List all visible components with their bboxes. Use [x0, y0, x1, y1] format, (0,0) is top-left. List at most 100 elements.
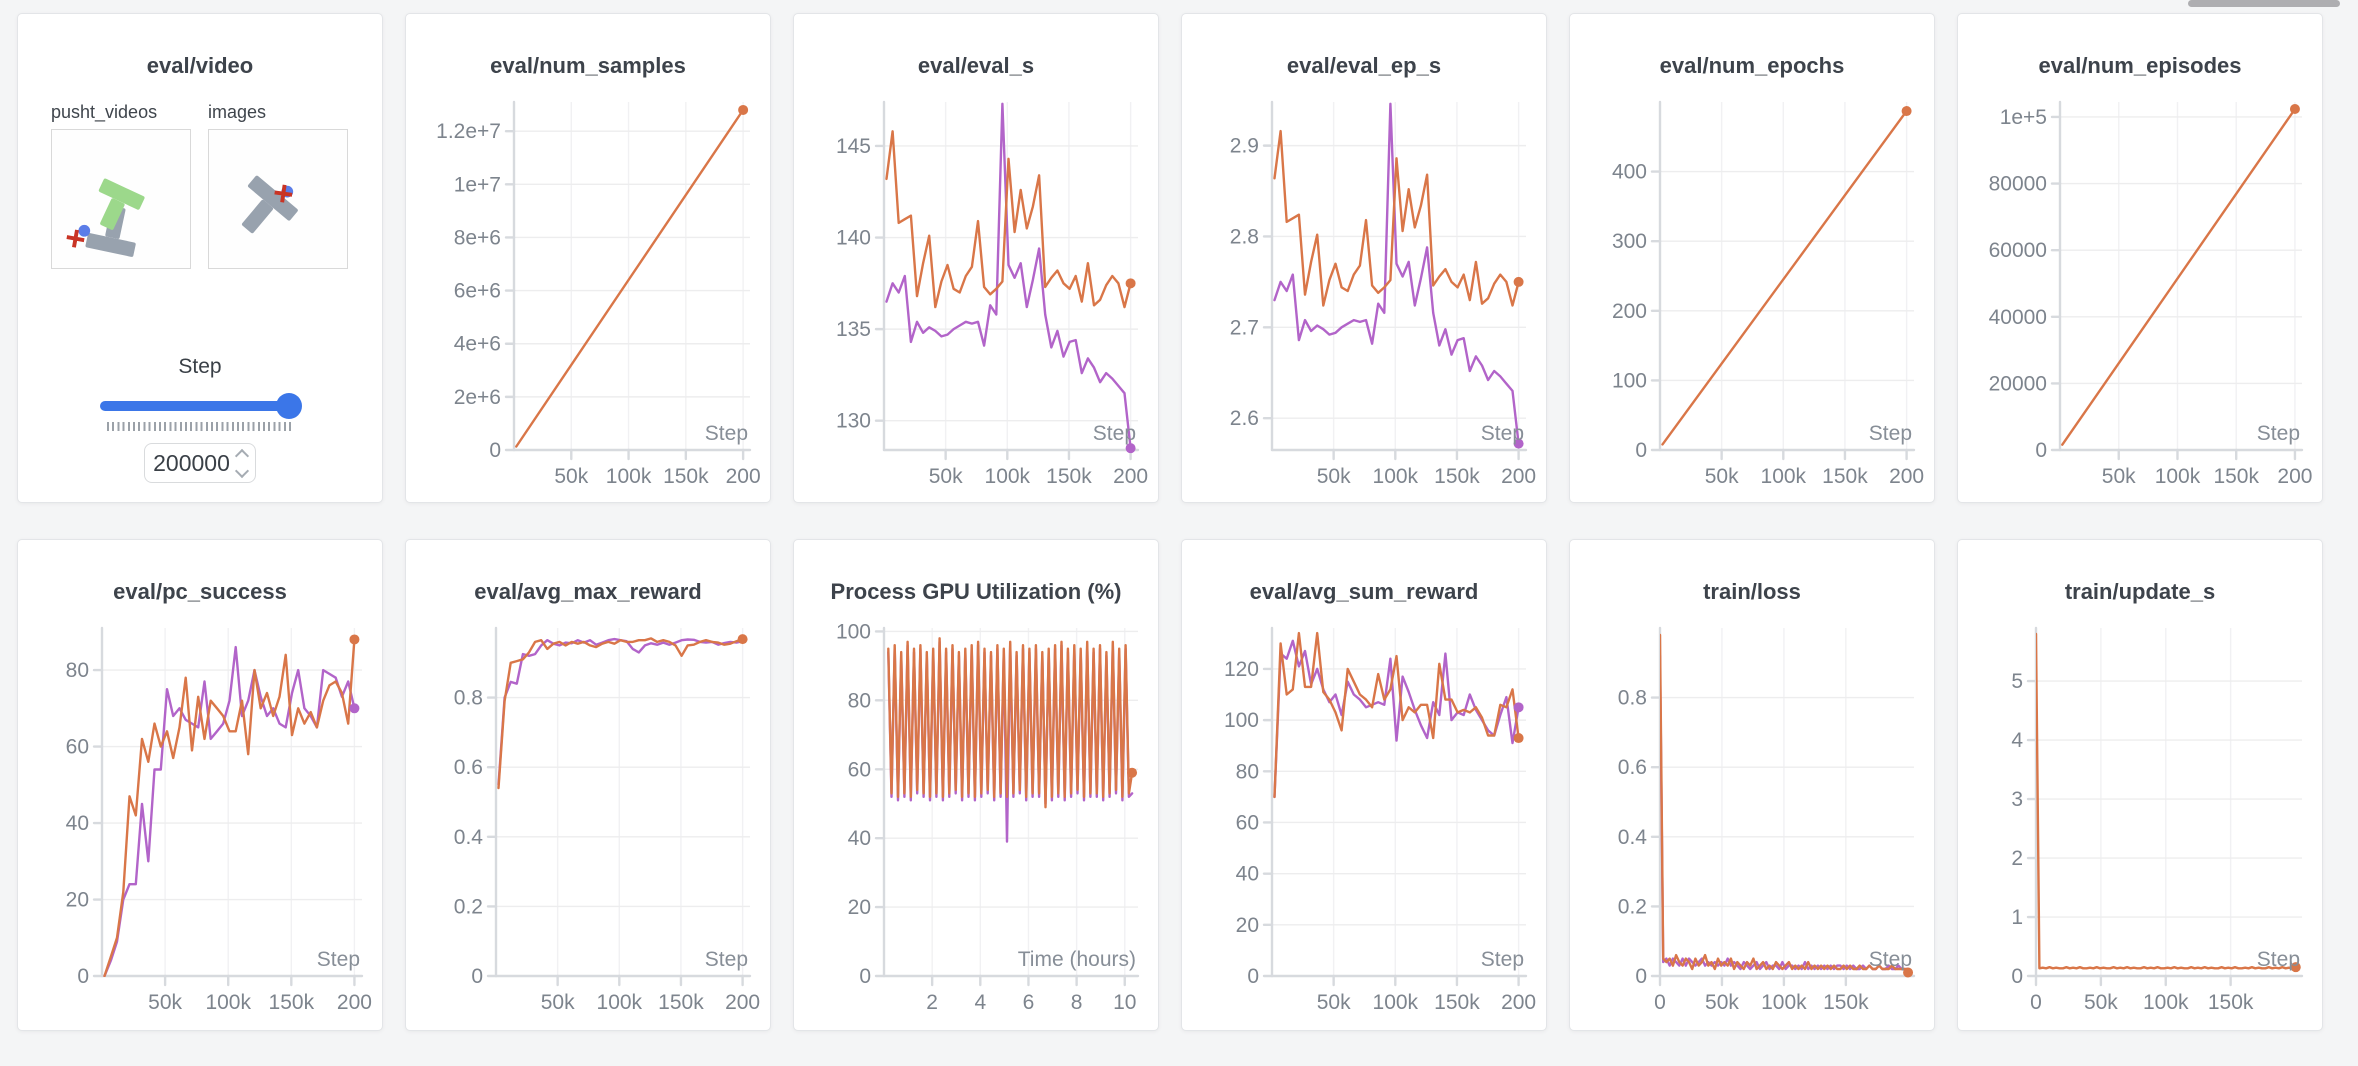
svg-text:100k: 100k	[985, 465, 1031, 488]
step-input[interactable]: 200000	[144, 443, 256, 483]
svg-text:20: 20	[66, 889, 89, 912]
svg-text:50k: 50k	[2084, 991, 2118, 1014]
horizontal-scrollbar[interactable]	[2188, 0, 2340, 7]
svg-text:4: 4	[2011, 729, 2023, 752]
media-label: images	[208, 102, 267, 122]
svg-text:8: 8	[1071, 991, 1083, 1014]
svg-text:0: 0	[1654, 991, 1666, 1014]
svg-text:0: 0	[1635, 965, 1647, 988]
svg-text:80000: 80000	[1989, 173, 2047, 196]
svg-text:100k: 100k	[205, 991, 251, 1014]
svg-text:0.6: 0.6	[1618, 756, 1647, 779]
svg-text:200: 200	[2277, 465, 2312, 488]
panel-title: eval/eval_ep_s	[1286, 53, 1442, 78]
svg-text:135: 135	[836, 318, 871, 341]
svg-text:100k: 100k	[606, 465, 652, 488]
svg-text:50k: 50k	[1705, 991, 1739, 1014]
panel-title: eval/num_epochs	[1659, 53, 1845, 78]
gpu-utilization-chart[interactable]: 0 20 40 60 80 100 2 4 6 8 10 Time (hours)	[794, 614, 1158, 1026]
svg-text:0: 0	[489, 439, 501, 462]
svg-text:150k: 150k	[1822, 465, 1868, 488]
svg-text:300: 300	[1612, 230, 1647, 253]
svg-text:200: 200	[725, 991, 760, 1014]
chevron-down-icon[interactable]	[234, 463, 249, 478]
svg-text:Step: Step	[317, 948, 360, 971]
panel-eval-num-epochs: eval/num_epochs 0 100 200 300 400 50k 100k 150k…	[1569, 13, 1935, 503]
svg-text:4e+6: 4e+6	[454, 333, 501, 356]
chevron-up-icon[interactable]	[234, 448, 249, 463]
slider-thumb[interactable]	[276, 393, 302, 419]
svg-text:6e+6: 6e+6	[454, 280, 501, 303]
svg-text:2e+6: 2e+6	[454, 386, 501, 409]
svg-text:200: 200	[1889, 465, 1924, 488]
num-epochs-chart[interactable]: 0 100 200 300 400 50k 100k 150k 200 Step	[1570, 88, 1934, 500]
svg-text:Step: Step	[705, 948, 748, 971]
media-images: images	[208, 102, 348, 269]
images-thumbnail[interactable]	[208, 129, 348, 269]
svg-text:0.4: 0.4	[1618, 826, 1648, 849]
num-samples-chart[interactable]: 0 2e+6 4e+6 6e+6 8e+6 1e+7 1.2e+7 50k 100k 150k 20…	[406, 88, 770, 500]
svg-text:1.2e+7: 1.2e+7	[436, 120, 501, 143]
svg-text:50k: 50k	[148, 991, 182, 1014]
num-episodes-chart[interactable]: 0 20000 40000 60000 80000 1e+5 50k 100k 150k 200 S…	[1958, 88, 2322, 500]
svg-text:Step: Step	[2257, 948, 2300, 971]
svg-text:100k: 100k	[1761, 991, 1807, 1014]
svg-text:100k: 100k	[597, 991, 643, 1014]
agent-dot	[78, 224, 91, 237]
panel-eval-pc-success: eval/pc_success 0 20 40 60 80 50k 100k 150k 200 S…	[17, 539, 383, 1031]
pc-success-chart[interactable]: 0 20 40 60 80 50k 100k 150k 200 Step	[18, 614, 382, 1026]
step-slider-label: Step	[178, 355, 222, 378]
panel-title: eval/video	[146, 53, 254, 78]
svg-text:150k: 150k	[1823, 991, 1869, 1014]
svg-text:145: 145	[836, 135, 871, 158]
stepper-arrows[interactable]	[234, 448, 249, 478]
svg-text:4: 4	[974, 991, 986, 1014]
panel-gpu-utilization: Process GPU Utilization (%) 0 20 40 60 80 100…	[793, 539, 1159, 1031]
slider-track[interactable]	[100, 401, 300, 411]
panel-title: train/update_s	[2064, 579, 2216, 604]
svg-text:200: 200	[1501, 991, 1536, 1014]
svg-text:150k: 150k	[2208, 991, 2254, 1014]
svg-text:Step: Step	[1093, 422, 1136, 445]
target-cross-icon	[66, 229, 85, 248]
pusht-video-thumbnail[interactable]	[51, 129, 191, 269]
svg-text:60: 60	[66, 736, 89, 759]
svg-text:50k: 50k	[929, 465, 963, 488]
svg-text:20000: 20000	[1989, 372, 2047, 395]
step-slider[interactable]	[100, 393, 302, 419]
panel-title: eval/eval_s	[917, 53, 1035, 78]
slider-ruler	[107, 422, 293, 431]
panel-title: eval/num_episodes	[2038, 53, 2242, 78]
svg-text:200: 200	[1501, 465, 1536, 488]
avg-sum-reward-chart[interactable]: 0 20 40 60 80 100 120 50k 100k 150k 200 Step	[1182, 614, 1546, 1026]
target-cross-icon	[274, 184, 293, 203]
media-pusht-videos: pusht_videos	[51, 102, 191, 269]
svg-text:Step: Step	[1481, 422, 1524, 445]
svg-text:2.7: 2.7	[1230, 316, 1259, 339]
avg-max-reward-chart[interactable]: 0 0.2 0.4 0.6 0.8 50k 100k 150k 200 Step	[406, 614, 770, 1026]
svg-text:20: 20	[848, 896, 871, 919]
svg-text:1e+7: 1e+7	[454, 173, 501, 196]
svg-text:130: 130	[836, 410, 871, 433]
svg-text:50k: 50k	[1705, 465, 1739, 488]
svg-text:Step: Step	[2257, 422, 2300, 445]
panel-title: eval/avg_max_reward	[474, 579, 702, 604]
svg-text:60000: 60000	[1989, 239, 2047, 262]
svg-text:Step: Step	[1869, 948, 1912, 971]
eval-s-chart[interactable]: 130 135 140 145 50k 100k 150k 200 Step	[794, 88, 1158, 500]
svg-text:0: 0	[2035, 439, 2047, 462]
svg-text:120: 120	[1224, 658, 1259, 681]
svg-text:Time (hours): Time (hours)	[1018, 948, 1136, 971]
media-row: pusht_videos	[51, 102, 382, 269]
panel-eval-avg-max-reward: eval/avg_max_reward 0 0.2 0.4 0.6 0.8 50k 100k…	[405, 539, 771, 1031]
svg-text:0: 0	[77, 965, 89, 988]
svg-text:20: 20	[1236, 914, 1259, 937]
eval-ep-s-chart[interactable]: 2.6 2.7 2.8 2.9 50k 100k 150k 200 Step	[1182, 88, 1546, 500]
svg-text:Step: Step	[1481, 948, 1524, 971]
svg-text:100: 100	[1224, 709, 1259, 732]
svg-text:100k: 100k	[1761, 465, 1807, 488]
panel-train-loss: train/loss 0 0.2 0.4 0.6 0.8 0 50k 100k 150k Step	[1569, 539, 1935, 1031]
svg-text:40: 40	[1236, 863, 1259, 886]
